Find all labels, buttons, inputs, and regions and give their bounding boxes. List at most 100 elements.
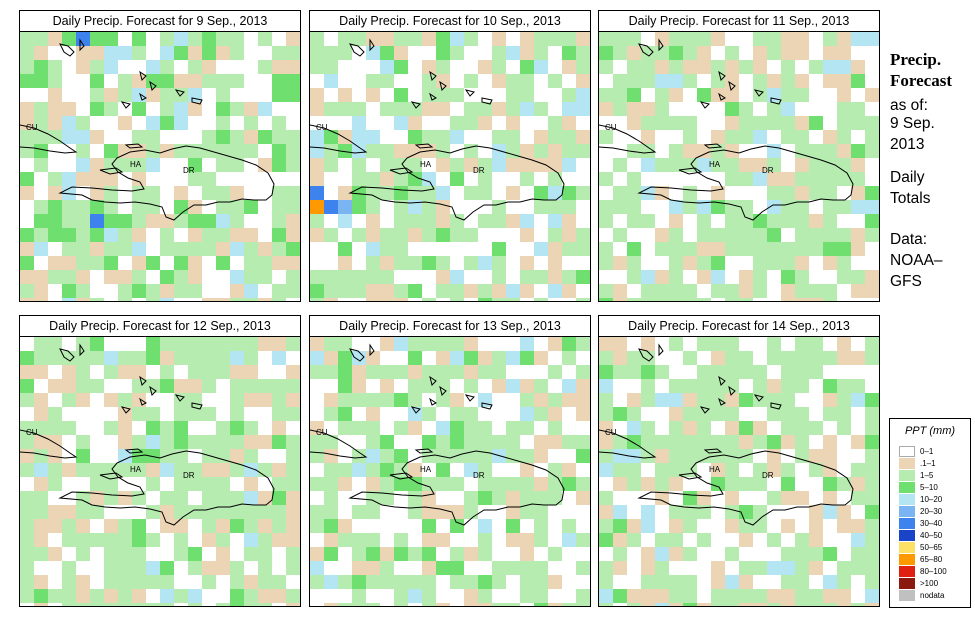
precip-cell (422, 589, 436, 603)
precip-cell (576, 589, 590, 603)
precip-cell (534, 435, 548, 449)
precip-cell (366, 561, 380, 575)
bahamas-island-outline (718, 397, 726, 406)
precip-cell (697, 88, 711, 102)
precip-cell (118, 547, 132, 561)
bahamas-island-outline (149, 80, 157, 91)
legend-swatch (899, 494, 915, 505)
gonave-outline (678, 167, 703, 175)
precip-cell (352, 561, 366, 575)
precip-cell (160, 88, 174, 102)
precip-cell (34, 298, 48, 301)
precip-cell (62, 256, 76, 270)
precip-cell (132, 547, 146, 561)
precip-cell (641, 144, 655, 158)
precip-cell (823, 214, 837, 228)
precip-cell (450, 270, 464, 284)
precip-cell (683, 256, 697, 270)
precip-cell (90, 337, 104, 351)
precip-cell (492, 270, 506, 284)
precip-cell (90, 74, 104, 88)
precip-cell (310, 519, 324, 533)
precip-cell (697, 505, 711, 519)
precip-cell (865, 351, 879, 365)
precip-cell (244, 449, 258, 463)
precip-cell (310, 228, 324, 242)
precip-cell (478, 298, 492, 301)
precip-cell (809, 158, 823, 172)
precip-cell (627, 32, 641, 46)
precip-cell (669, 505, 683, 519)
precip-cell (562, 186, 576, 200)
precip-cell (34, 284, 48, 298)
precip-cell (160, 603, 174, 606)
precip-cell (338, 186, 352, 200)
precip-cell (104, 88, 118, 102)
precip-cell (216, 32, 230, 46)
precip-cell (338, 575, 352, 589)
precip-cell (118, 284, 132, 298)
precip-cell (244, 365, 258, 379)
precip-cell (104, 46, 118, 60)
precip-cell (697, 270, 711, 284)
precip-cell (34, 200, 48, 214)
precip-cell (436, 284, 450, 298)
precip-cell (506, 74, 520, 88)
precip-cell (548, 116, 562, 130)
precip-cell (599, 589, 613, 603)
bahamas-island-outline (139, 375, 147, 386)
precip-cell (286, 46, 300, 60)
precip-cell (216, 200, 230, 214)
precip-cell (613, 505, 627, 519)
precip-cell (366, 477, 380, 491)
precip-cell (739, 242, 753, 256)
bahamas-island-outline (139, 92, 147, 101)
precip-cell (258, 60, 272, 74)
precip-cell (655, 561, 669, 575)
precip-cell (216, 533, 230, 547)
precip-cell (520, 172, 534, 186)
precip-cell (286, 477, 300, 491)
precip-cell (520, 60, 534, 74)
precip-cell (492, 365, 506, 379)
precip-cell (851, 172, 865, 186)
precip-cell (613, 284, 627, 298)
precip-cell (753, 435, 767, 449)
precip-cell (739, 575, 753, 589)
totals-line1: Daily (890, 169, 925, 186)
precip-cell (394, 60, 408, 74)
precip-cell (258, 575, 272, 589)
precip-cell (324, 102, 338, 116)
precip-cell (230, 365, 244, 379)
precip-cell (655, 463, 669, 477)
precip-cell (464, 228, 478, 242)
precip-cell (781, 603, 795, 606)
precip-cell (767, 102, 781, 116)
precip-cell (562, 102, 576, 116)
precip-cell (324, 228, 338, 242)
precip-cell (725, 298, 739, 301)
precip-cell (20, 172, 34, 186)
precip-cell (76, 379, 90, 393)
precip-cell (464, 491, 478, 505)
precip-cell (352, 116, 366, 130)
precip-cell (865, 200, 879, 214)
precip-cell (160, 116, 174, 130)
precip-cell (366, 547, 380, 561)
precip-cell (90, 88, 104, 102)
precip-cell (576, 298, 590, 301)
precip-cell (188, 158, 202, 172)
precip-cell (478, 477, 492, 491)
precip-cell (76, 228, 90, 242)
precip-cell (48, 74, 62, 88)
precip-cell (823, 547, 837, 561)
precip-cell (506, 505, 520, 519)
precip-cell (394, 575, 408, 589)
precip-cell (781, 200, 795, 214)
precip-cell (272, 421, 286, 435)
precip-cell (408, 505, 422, 519)
precip-cell (338, 270, 352, 284)
precip-cell (725, 505, 739, 519)
precip-cell (230, 491, 244, 505)
precip-cell (725, 88, 739, 102)
